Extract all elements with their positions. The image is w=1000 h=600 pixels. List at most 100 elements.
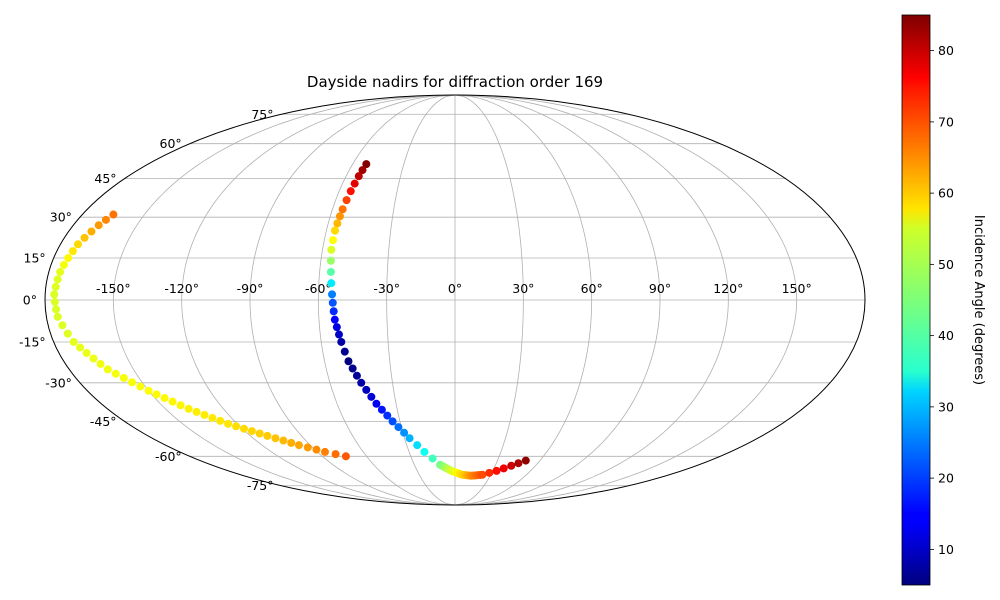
nadir-point — [331, 450, 340, 459]
longitude-tick-label: 150° — [782, 281, 812, 296]
nadir-point — [208, 413, 217, 422]
nadir-point — [377, 405, 386, 414]
nadir-point — [400, 428, 409, 437]
nadir-point — [337, 337, 346, 346]
longitude-tick-label: -120° — [164, 281, 199, 296]
nadir-point — [82, 349, 91, 358]
longitude-tick-label: -90° — [237, 281, 264, 296]
nadir-point — [271, 434, 280, 443]
nadir-point — [52, 305, 61, 314]
nadir-point — [394, 423, 403, 432]
nadir-point — [327, 279, 336, 288]
colorbar-label: Incidence Angle (degrees) — [971, 215, 986, 385]
latitude-tick-label: -30° — [45, 375, 72, 390]
colorbar-ticks: 10 20 30 40 50 60 70 80 — [930, 43, 954, 557]
latitude-tick-label: 30° — [50, 210, 72, 225]
nadir-point — [200, 410, 209, 419]
nadir-point — [420, 447, 429, 456]
nadir-point — [383, 411, 392, 420]
nadir-point — [89, 354, 98, 363]
nadir-point — [119, 374, 128, 383]
longitude-tick-label: 90° — [649, 281, 671, 296]
nadir-point — [303, 443, 312, 452]
nadir-point — [73, 240, 82, 249]
nadir-point — [287, 438, 296, 447]
nadir-point — [332, 323, 341, 332]
latitude-tick-label: 0° — [23, 293, 37, 308]
nadir-point — [335, 330, 343, 339]
nadir-point — [59, 260, 68, 269]
nadir-point — [350, 179, 359, 188]
latitude-tick-label: 15° — [24, 251, 46, 266]
nadir-point — [101, 215, 110, 224]
nadir-point — [485, 468, 494, 477]
nadir-point — [329, 236, 338, 245]
nadir-point — [335, 212, 344, 221]
nadir-point — [354, 172, 363, 181]
nadir-point — [69, 337, 78, 346]
colorbar-tick-label: 80 — [938, 43, 954, 58]
nadir-point — [341, 452, 350, 461]
nadir-point — [111, 369, 120, 378]
nadir-point — [53, 275, 62, 284]
chart-title: Dayside nadirs for diffraction order 169 — [307, 73, 603, 91]
colorbar-tick-label: 50 — [938, 257, 954, 272]
nadir-point — [109, 210, 118, 219]
nadir-point — [192, 407, 201, 416]
nadir-point — [160, 394, 169, 403]
nadir-point — [152, 390, 161, 399]
nadir-point — [357, 378, 366, 387]
colorbar-tick-label: 30 — [938, 399, 954, 414]
nadir-point — [340, 347, 349, 356]
latitude-tick-label: -45° — [90, 414, 117, 429]
nadir-point — [263, 431, 272, 440]
nadir-point — [372, 399, 381, 408]
nadir-point — [330, 226, 339, 235]
colorbar-tick-label: 60 — [938, 186, 954, 201]
nadir-point — [232, 422, 241, 431]
latitude-tick-label: -15° — [19, 334, 46, 349]
nadir-point — [362, 160, 371, 169]
nadir-point — [240, 424, 249, 433]
colorbar-tick-label: 20 — [938, 471, 954, 486]
nadir-point — [362, 385, 371, 394]
latitude-tick-labels: -75° -60° -45° -30° -15° 0° 15° 30° 45° 60° 75° — [19, 107, 273, 493]
nadir-point — [342, 196, 351, 205]
nadir-point — [348, 364, 357, 373]
nadir-point — [326, 256, 335, 265]
nadir-point — [94, 221, 103, 230]
nadir-point — [279, 436, 288, 445]
nadir-point — [320, 447, 329, 456]
nadir-point — [50, 290, 59, 299]
nadir-point — [76, 343, 85, 352]
nadir-point — [136, 382, 145, 391]
nadir-point — [224, 419, 233, 428]
nadir-point — [405, 434, 414, 443]
nadir-point — [216, 416, 225, 425]
latitude-tick-label: -60° — [155, 449, 182, 464]
nadir-point — [328, 298, 337, 307]
nadir-point — [330, 315, 339, 324]
nadir-point — [53, 312, 62, 321]
nadir-point — [514, 459, 523, 468]
longitude-tick-labels: -150° -120° -90° -60° -30° 0° 30° 60° 90° 120° 150… — [96, 281, 812, 296]
nadir-point — [80, 233, 89, 242]
nadir-point — [128, 378, 137, 387]
latitude-tick-label: 60° — [160, 136, 182, 151]
nadir-point — [492, 466, 501, 475]
longitude-tick-label: 60° — [581, 281, 603, 296]
nadir-point — [294, 441, 303, 450]
colorbar-tick-label: 70 — [938, 114, 954, 129]
nadir-point — [58, 321, 67, 330]
nadir-point — [367, 392, 376, 401]
nadir-point — [64, 254, 73, 263]
nadir-point — [326, 267, 335, 276]
colorbar-tick-label: 10 — [938, 542, 954, 557]
longitude-tick-label: 30° — [512, 281, 534, 296]
latitude-tick-label: 45° — [94, 171, 116, 186]
colorbar-gradient — [901, 14, 931, 586]
nadir-points — [50, 160, 530, 480]
longitude-tick-label: -60° — [305, 281, 332, 296]
nadir-point — [327, 245, 336, 254]
